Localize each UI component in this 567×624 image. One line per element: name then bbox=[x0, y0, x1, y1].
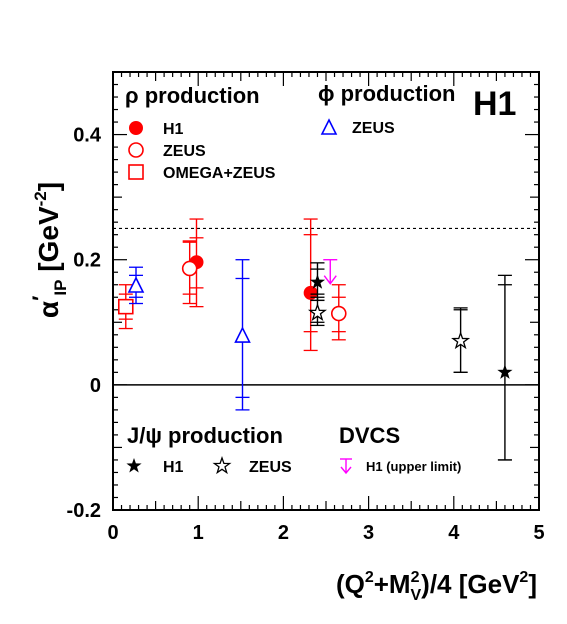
legend-marker-jpsi-h1 bbox=[126, 458, 142, 473]
data-points bbox=[117, 218, 513, 461]
legend-title-phi: ϕ production bbox=[318, 81, 455, 106]
data-point-phi-zeus bbox=[234, 259, 251, 411]
x-tick-label: 3 bbox=[363, 522, 374, 544]
data-point-jpsi-h1 bbox=[497, 274, 513, 461]
legend-title-jpsi: J/ψ production bbox=[127, 423, 283, 448]
y-axis-tick-labels: -0.2 0 0.2 0.4 bbox=[67, 125, 102, 522]
experiment-label: H1 bbox=[473, 85, 516, 123]
x-tick-label: 4 bbox=[448, 522, 460, 544]
x-axis-ticks bbox=[112, 72, 540, 510]
legend-label-rho-h1: H1 bbox=[163, 121, 184, 138]
y-tick-label: 0 bbox=[90, 375, 101, 397]
legend-marker-jpsi-zeus bbox=[213, 457, 231, 474]
y-axis-title: α′IP [GeV-2] bbox=[28, 182, 70, 318]
data-point-dvcs-h1-upper-limit- bbox=[323, 259, 338, 285]
data-point-jpsi-zeus bbox=[452, 307, 469, 373]
y-tick-label: -0.2 bbox=[67, 500, 101, 522]
legend-label-rho-zeus: ZEUS bbox=[163, 143, 206, 160]
y-tick-label: 0.4 bbox=[73, 125, 102, 147]
data-point-rho-zeus bbox=[330, 284, 347, 341]
legend-label-jpsi-zeus: ZEUS bbox=[249, 459, 292, 476]
x-axis-title: (Q2+M2 V)/4 [GeV2] bbox=[336, 569, 537, 604]
x-tick-label: 2 bbox=[278, 522, 289, 544]
legend-marker-phi-zeus bbox=[320, 118, 338, 135]
legend-marker-omega-zeus bbox=[128, 164, 144, 180]
legend-title-rho: ρ production bbox=[125, 83, 260, 108]
legend-title-dvcs: DVCS bbox=[339, 423, 400, 448]
legend-marker-rho-h1 bbox=[129, 121, 143, 135]
data-point-rho-h1 bbox=[303, 218, 318, 352]
data-point-phi-zeus bbox=[127, 266, 145, 305]
y-axis-ticks bbox=[113, 71, 539, 511]
data-point-jpsi-h1 bbox=[309, 262, 326, 302]
y-tick-label: 0.2 bbox=[73, 250, 101, 272]
legend-label-dvcs-h1: H1 (upper limit) bbox=[366, 459, 461, 474]
x-axis-tick-labels: 0 1 2 3 4 5 bbox=[107, 522, 544, 544]
data-point-rho-zeus bbox=[181, 240, 198, 305]
x-tick-label: 5 bbox=[533, 522, 544, 544]
legend-marker-rho-zeus bbox=[128, 142, 144, 158]
x-tick-label: 0 bbox=[107, 522, 118, 544]
legend-label-phi-zeus: ZEUS bbox=[352, 120, 395, 137]
legend-marker-dvcs-h1 bbox=[340, 458, 352, 475]
x-tick-label: 1 bbox=[193, 522, 204, 544]
data-point-jpsi-zeus bbox=[309, 296, 326, 327]
legend-label-jpsi-h1: H1 bbox=[163, 459, 184, 476]
legend-label-omega-zeus: OMEGA+ZEUS bbox=[163, 165, 276, 182]
